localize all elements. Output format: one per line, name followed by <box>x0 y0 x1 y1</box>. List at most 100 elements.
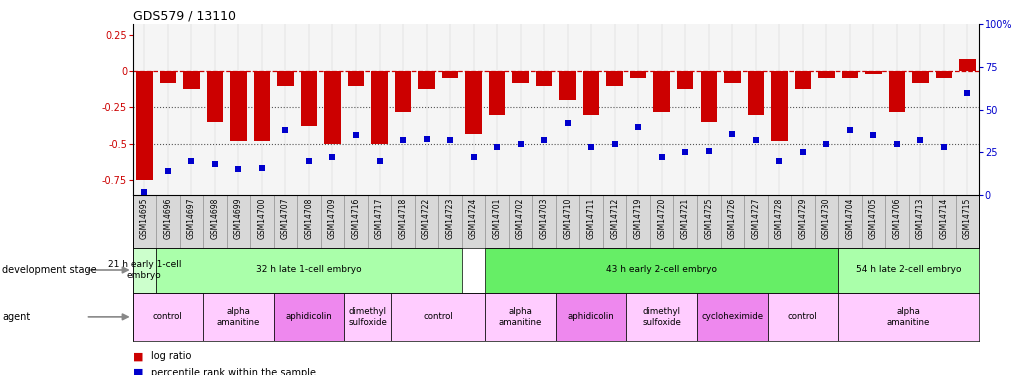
Bar <box>817 71 834 78</box>
Bar <box>791 195 814 248</box>
Text: GSM14703: GSM14703 <box>539 198 548 239</box>
Text: dimethyl
sulfoxide: dimethyl sulfoxide <box>347 307 387 327</box>
Bar <box>814 195 838 248</box>
Bar <box>391 292 485 341</box>
Bar <box>371 71 387 144</box>
Bar <box>555 292 626 341</box>
Text: GSM14714: GSM14714 <box>938 198 948 239</box>
Bar <box>207 71 223 122</box>
Text: alpha
amanitine: alpha amanitine <box>216 307 260 327</box>
Bar <box>535 71 552 86</box>
Bar <box>888 71 904 112</box>
Text: ■: ■ <box>132 351 143 361</box>
Bar <box>160 71 176 83</box>
Bar <box>934 71 951 78</box>
Text: GSM14723: GSM14723 <box>445 198 454 239</box>
Bar <box>770 71 787 141</box>
Text: GSM14700: GSM14700 <box>257 198 266 239</box>
Bar <box>861 195 884 248</box>
Bar <box>226 195 250 248</box>
Bar <box>179 195 203 248</box>
Text: 43 h early 2-cell embryo: 43 h early 2-cell embryo <box>605 266 716 274</box>
Text: log ratio: log ratio <box>151 351 192 361</box>
Text: GDS579 / 13110: GDS579 / 13110 <box>132 9 235 22</box>
Text: GSM14720: GSM14720 <box>656 198 665 239</box>
Bar <box>838 195 861 248</box>
Bar <box>203 195 226 248</box>
Bar <box>838 248 978 292</box>
Text: GSM14729: GSM14729 <box>798 198 806 239</box>
Bar <box>719 195 743 248</box>
Text: GSM14709: GSM14709 <box>328 198 336 239</box>
Bar <box>958 59 975 71</box>
Text: GSM14711: GSM14711 <box>586 198 595 239</box>
Bar <box>441 71 458 78</box>
Bar <box>677 71 693 88</box>
Bar <box>136 71 153 180</box>
Text: control: control <box>423 312 452 321</box>
Bar <box>955 195 978 248</box>
Text: control: control <box>153 312 182 321</box>
Text: GSM14726: GSM14726 <box>728 198 736 239</box>
Bar <box>696 195 719 248</box>
Bar <box>673 195 696 248</box>
Text: GSM14715: GSM14715 <box>962 198 971 239</box>
Bar <box>653 71 669 112</box>
Text: development stage: development stage <box>2 265 97 275</box>
Bar <box>132 292 203 341</box>
Bar <box>156 248 462 292</box>
Text: GSM14721: GSM14721 <box>680 198 689 239</box>
Bar <box>273 195 297 248</box>
Bar <box>743 195 766 248</box>
Text: GSM14719: GSM14719 <box>633 198 642 239</box>
Bar <box>277 71 293 86</box>
Bar <box>558 71 576 100</box>
Text: GSM14717: GSM14717 <box>375 198 383 239</box>
Bar <box>794 71 810 88</box>
Text: control: control <box>787 312 817 321</box>
Bar <box>391 195 415 248</box>
Bar <box>230 71 247 141</box>
Bar <box>555 195 579 248</box>
Text: GSM14722: GSM14722 <box>422 198 431 239</box>
Bar <box>908 195 931 248</box>
Text: cycloheximide: cycloheximide <box>700 312 762 321</box>
Text: GSM14696: GSM14696 <box>163 198 172 239</box>
Text: GSM14718: GSM14718 <box>398 198 408 239</box>
Text: alpha
amanitine: alpha amanitine <box>498 307 542 327</box>
Bar <box>864 71 880 74</box>
Bar <box>508 195 532 248</box>
Bar <box>626 195 649 248</box>
Bar <box>602 195 626 248</box>
Text: dimethyl
sulfoxide: dimethyl sulfoxide <box>642 307 681 327</box>
Bar <box>418 71 434 88</box>
Bar <box>884 195 908 248</box>
Bar <box>696 292 766 341</box>
Text: GSM14724: GSM14724 <box>469 198 478 239</box>
Text: GSM14728: GSM14728 <box>774 198 783 239</box>
Bar <box>766 292 838 341</box>
Bar <box>630 71 646 78</box>
Bar <box>606 71 623 86</box>
Text: GSM14707: GSM14707 <box>280 198 289 239</box>
Bar <box>368 195 391 248</box>
Bar <box>183 71 200 88</box>
Bar <box>320 195 343 248</box>
Text: GSM14708: GSM14708 <box>305 198 313 239</box>
Text: GSM14705: GSM14705 <box>868 198 877 239</box>
Text: GSM14730: GSM14730 <box>821 198 830 239</box>
Bar <box>254 71 270 141</box>
Bar <box>297 195 320 248</box>
Bar <box>841 71 857 78</box>
Bar <box>766 195 791 248</box>
Text: GSM14704: GSM14704 <box>845 198 854 239</box>
Bar <box>273 292 343 341</box>
Bar <box>132 248 156 292</box>
Bar <box>415 195 438 248</box>
Text: 32 h late 1-cell embryo: 32 h late 1-cell embryo <box>256 266 362 274</box>
Bar <box>343 292 391 341</box>
Text: GSM14727: GSM14727 <box>751 198 759 239</box>
Bar <box>438 195 462 248</box>
Text: GSM14698: GSM14698 <box>210 198 219 239</box>
Bar <box>343 195 368 248</box>
